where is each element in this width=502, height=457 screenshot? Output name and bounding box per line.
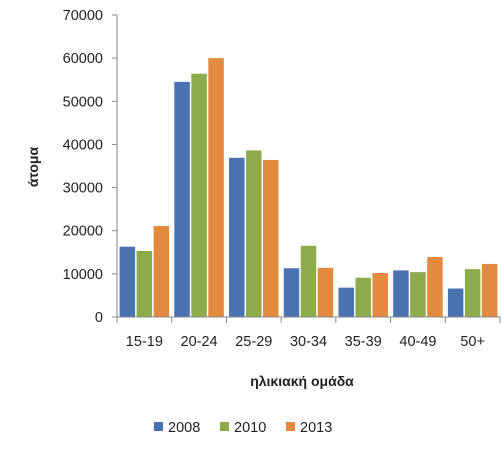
bar-2008-25-29 [229, 157, 245, 317]
bar-2010-15-19 [136, 250, 153, 317]
y-axis-title-group: άτομα [25, 147, 41, 188]
bar-2010-25-29 [246, 150, 262, 317]
bar-2008-15-19 [119, 246, 136, 317]
y-tick-label: 0 [95, 310, 103, 326]
x-tick-labels: 15-19 20-24 25-29 30-34 35-39 40-49 50+ [126, 334, 485, 350]
x-tick-label: 25-29 [235, 334, 272, 350]
y-tick-label: 40000 [63, 137, 103, 153]
bar-2008-50+ [447, 288, 464, 317]
legend-swatch-2010 [220, 422, 229, 431]
y-tick-labels: 0 10000 20000 30000 40000 50000 60000 70000 [63, 8, 103, 326]
bar-2010-30-34 [300, 245, 317, 317]
legend-label-2013: 2013 [300, 420, 332, 436]
legend-swatch-2013 [286, 422, 295, 431]
bar-2013-30-34 [317, 267, 334, 317]
bar-2010-50+ [464, 269, 481, 317]
bar-2010-35-39 [355, 277, 371, 317]
axes [112, 14, 501, 323]
y-tick-label: 70000 [63, 8, 103, 24]
bar-2013-35-39 [372, 272, 388, 317]
x-tick-label: 50+ [460, 334, 485, 350]
bar-2010-20-24 [191, 73, 207, 317]
y-axis-title: άτομα [25, 147, 41, 188]
legend-label-2008: 2008 [168, 420, 200, 436]
bar-2008-40-49 [393, 270, 409, 317]
x-tick-label: 30-34 [290, 334, 327, 350]
y-tick-label: 60000 [63, 51, 103, 67]
y-tick-label: 20000 [63, 224, 103, 240]
x-axis-title: ηλικιακή ομάδα [250, 373, 354, 389]
bar-2008-20-24 [174, 81, 190, 317]
bar-2008-30-34 [283, 268, 300, 317]
bars [119, 58, 498, 318]
bar-2013-20-24 [208, 58, 224, 318]
bar-2013-50+ [481, 263, 498, 317]
legend-swatch-2008 [154, 422, 163, 431]
y-tick-label: 50000 [63, 94, 103, 110]
y-tick-label: 30000 [63, 181, 103, 197]
bar-2013-15-19 [153, 225, 170, 317]
bar-2008-35-39 [338, 287, 354, 317]
legend: 2008 2010 2013 [154, 420, 332, 436]
x-tick-label: 15-19 [126, 334, 163, 350]
x-tick-label: 40-49 [399, 334, 436, 350]
y-tick-label: 10000 [63, 267, 103, 283]
bar-2010-40-49 [410, 272, 426, 317]
x-tick-label: 20-24 [181, 334, 218, 350]
bar-2013-40-49 [427, 257, 443, 317]
x-tick-label: 35-39 [345, 334, 382, 350]
bar-2013-25-29 [263, 159, 279, 317]
legend-label-2010: 2010 [234, 420, 266, 436]
